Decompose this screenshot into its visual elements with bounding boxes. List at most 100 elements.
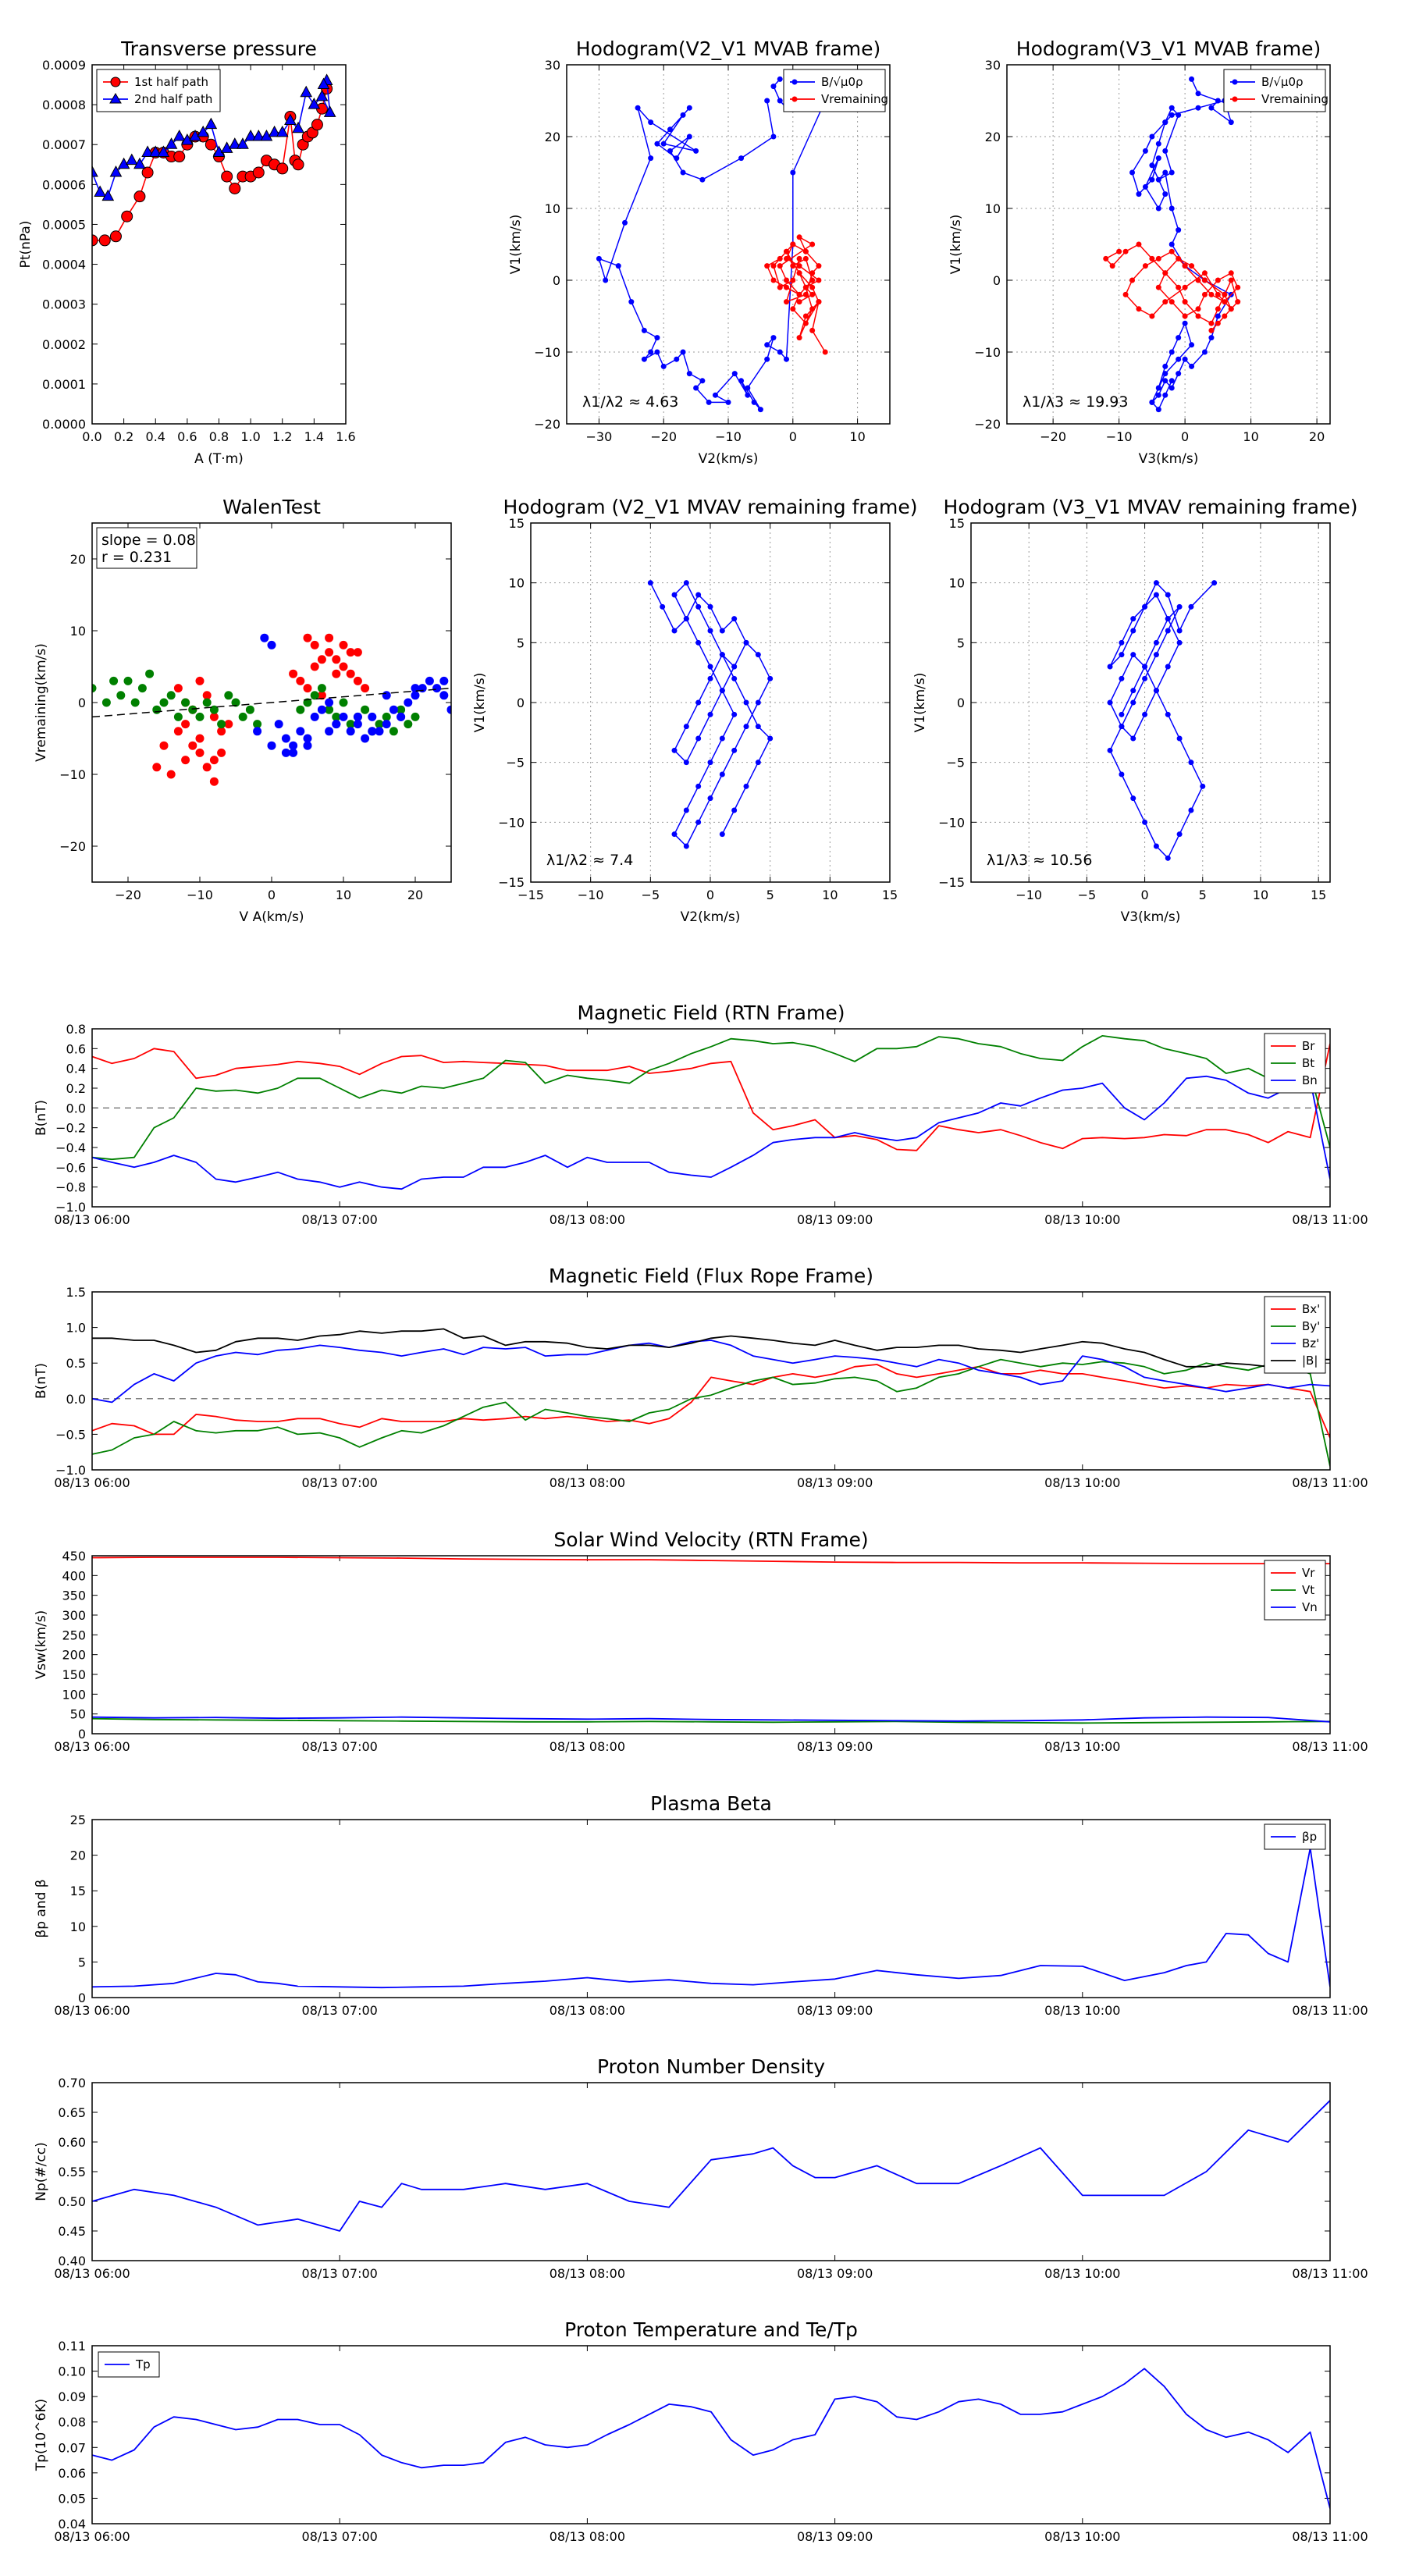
data-point-1 [152, 705, 162, 714]
data-point [764, 263, 770, 269]
data-point-0 [181, 756, 190, 765]
r-label: r = 0.231 [101, 549, 172, 566]
y-axis-label: V1(km/s) [508, 215, 524, 275]
data-point-1 [325, 705, 334, 714]
data-point [671, 831, 678, 838]
data-point [695, 603, 702, 610]
data-point [802, 255, 809, 262]
data-point-0 [195, 734, 205, 743]
data-point-1 [346, 720, 355, 729]
data-point [1201, 277, 1208, 283]
y-tick-label: −0.4 [55, 1140, 86, 1155]
data-point-2 [317, 705, 326, 714]
data-point [770, 84, 777, 90]
data-point [725, 399, 731, 405]
eigen-ratio-label: λ1/λ3 ≈ 19.93 [1023, 393, 1128, 411]
data-point [1201, 270, 1208, 276]
x-tick-label: 15 [882, 888, 898, 902]
legend-label-0: 1st half path [134, 75, 208, 89]
data-point [667, 126, 673, 133]
x-tick-label: 08/13 10:00 [1044, 1212, 1120, 1227]
data-point-0 [296, 676, 305, 685]
y-tick-label: 10 [949, 576, 965, 591]
data-point-0 [217, 727, 226, 736]
x-axis-label: V2(km/s) [699, 451, 759, 467]
data-point [1107, 664, 1113, 670]
data-point [229, 182, 241, 194]
x-tick-label: 08/13 08:00 [550, 2266, 625, 2281]
data-point [141, 145, 154, 157]
legend: Vr Vt Vn [1264, 1560, 1326, 1621]
x-tick-label: −20 [650, 429, 677, 444]
data-point-2 [382, 720, 391, 729]
series-line-2 [92, 1075, 1330, 1190]
legend-label-0: B/√μ0ρ [1261, 75, 1304, 89]
data-point-0 [159, 741, 169, 750]
data-point [686, 371, 692, 377]
x-tick-label: −5 [1078, 888, 1097, 902]
data-point-0 [195, 748, 205, 757]
x-axis-label: V3(km/s) [1121, 909, 1181, 925]
y-axis-label: Pt(nPa) [18, 221, 34, 269]
data-point [1153, 688, 1159, 694]
data-point [719, 652, 725, 658]
fit-annotation: slope = 0.08r = 0.231 [96, 527, 197, 569]
y-axis-label: βp and β [34, 1879, 49, 1937]
y-tick-label: −0.8 [55, 1180, 86, 1195]
data-point [98, 234, 111, 247]
data-point-2 [310, 712, 319, 721]
data-point [707, 711, 713, 717]
data-point [683, 760, 689, 766]
data-point [1168, 169, 1175, 176]
legend-label-0: Br [1302, 1039, 1315, 1053]
x-tick-label: 20 [1309, 429, 1325, 444]
data-point [1235, 299, 1241, 305]
legend: Bx' By' Bz' |B| [1264, 1296, 1326, 1374]
x-tick-label: 08/13 06:00 [54, 1475, 130, 1490]
data-point [790, 277, 796, 283]
data-point-0 [332, 655, 341, 664]
data-point [141, 166, 154, 179]
data-point [809, 284, 816, 290]
data-point-1 [411, 712, 420, 721]
data-point [1142, 675, 1148, 681]
data-point [603, 277, 609, 283]
data-point-1 [188, 705, 197, 714]
data-point [292, 121, 304, 133]
data-point [1189, 363, 1195, 369]
legend-label-2: Bn [1302, 1073, 1318, 1087]
legend-box [783, 69, 886, 112]
data-point-1 [382, 712, 391, 721]
data-point [707, 675, 713, 681]
y-tick-label: 0.8 [66, 1022, 86, 1037]
data-point [1215, 320, 1221, 326]
chart-10: Proton Number Density 08/13 06:00 08/13 07… [34, 2055, 1368, 2281]
data-point [1142, 183, 1148, 190]
data-point-0 [332, 669, 341, 678]
data-point [317, 77, 330, 90]
data-point-0 [209, 777, 219, 786]
legend-label-1: Vremaining [1261, 92, 1329, 106]
data-point [252, 129, 265, 141]
data-point [693, 148, 699, 154]
legend: B/√μ0ρ Vremaining [1223, 69, 1329, 112]
y-tick-label: 0.10 [58, 2364, 86, 2379]
x-tick-label: 08/13 08:00 [550, 1212, 625, 1227]
data-point [671, 628, 678, 634]
data-point [751, 399, 757, 405]
data-point [796, 291, 802, 297]
y-axis-label: Vremaining(km/s) [34, 643, 49, 762]
data-point [1176, 284, 1182, 290]
data-point [157, 145, 170, 157]
data-point [1122, 291, 1129, 297]
x-tick-label: 08/13 10:00 [1044, 2266, 1120, 2281]
data-point [292, 158, 304, 171]
data-point-2 [339, 712, 348, 721]
series-line-0 [92, 2100, 1330, 2232]
y-tick-label: 30 [985, 58, 1001, 73]
y-tick-label: 350 [62, 1589, 86, 1603]
y-tick-label: 5 [517, 635, 525, 650]
data-point-2 [404, 698, 413, 707]
y-tick-label: 0.11 [58, 2339, 86, 2354]
y-tick-label: 10 [985, 201, 1001, 216]
